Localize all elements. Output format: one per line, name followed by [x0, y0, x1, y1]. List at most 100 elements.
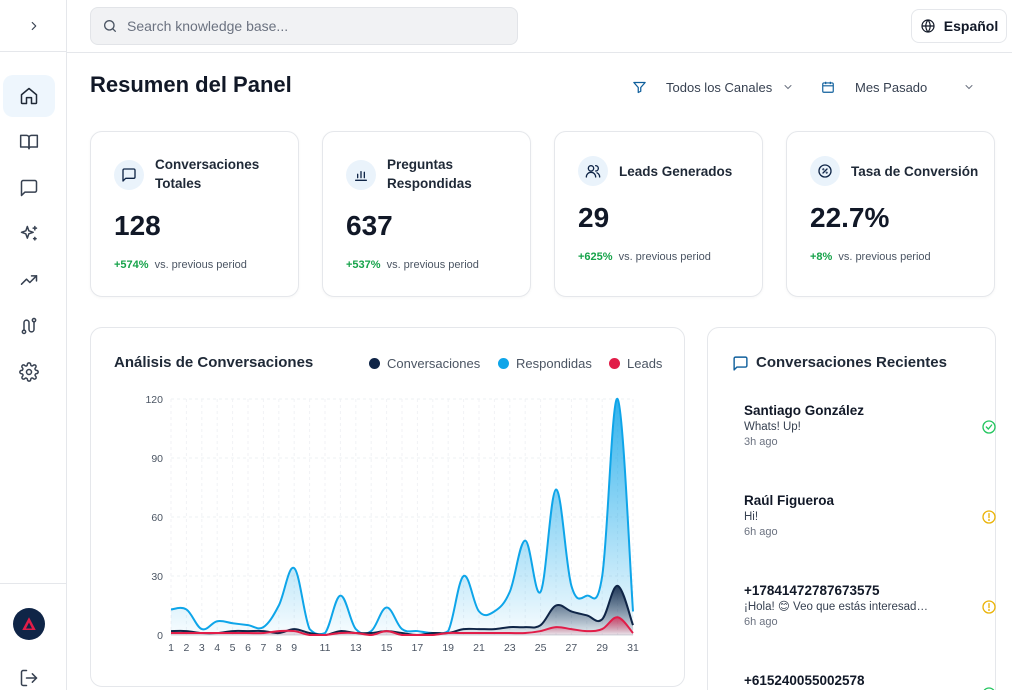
alert-circle-icon	[982, 510, 996, 524]
route-icon	[21, 317, 37, 335]
recent-title: Conversaciones Recientes	[756, 354, 947, 371]
bar-chart-icon	[355, 171, 367, 181]
stat-change-suffix: vs. previous period	[838, 251, 931, 263]
series-leads-line	[171, 616, 634, 637]
sidebar-item-analytics[interactable]	[3, 259, 55, 301]
stat-label: Tasa de Conversión	[851, 164, 979, 179]
legend-item-leads: Leads	[609, 356, 662, 371]
period-filter-label: Mes Pasado	[855, 79, 928, 95]
gear-icon	[19, 362, 39, 382]
stat-card-conversations: Conversaciones Totales 128 +574% vs. prev…	[90, 131, 299, 297]
sidebar-item-flows[interactable]	[3, 305, 55, 347]
x-tick-label: 7	[260, 642, 266, 654]
conversation-item[interactable]: Raúl Figueroa Hi! 6h ago	[744, 492, 996, 540]
page-title: Resumen del Panel	[90, 72, 292, 97]
period-filter[interactable]: Mes Pasado	[821, 76, 975, 98]
x-tick-label: 5	[230, 642, 236, 654]
stat-icon-wrap	[346, 160, 376, 190]
logout-icon	[20, 669, 38, 687]
calendar-icon	[822, 81, 834, 93]
legend-dot	[369, 358, 380, 369]
check-circle-icon	[983, 687, 995, 690]
x-tick-label: 29	[596, 642, 608, 654]
legend-label: Respondidas	[516, 356, 592, 371]
language-button[interactable]: Español	[911, 9, 1007, 43]
chat-icon	[122, 168, 136, 182]
x-tick-label: 4	[214, 642, 220, 654]
conversation-time: 3h ago	[744, 436, 778, 448]
y-tick-label: 60	[151, 512, 163, 524]
stat-change-percent: +8%	[810, 251, 833, 263]
chart-title: Análisis de Conversaciones	[114, 354, 314, 371]
stat-change-percent: +625%	[578, 251, 613, 263]
y-tick-label: 0	[157, 630, 163, 642]
series-conversaciones-line	[170, 584, 634, 637]
x-tick-label: 15	[381, 642, 393, 654]
stat-change-percent: +574%	[114, 259, 149, 271]
x-tick-label: 23	[504, 642, 516, 654]
y-tick-label: 90	[151, 453, 163, 465]
users-icon	[585, 165, 601, 178]
book-icon	[19, 134, 39, 150]
stat-change: +574% vs. previous period	[114, 259, 247, 271]
sidebar	[0, 0, 67, 690]
conversation-item[interactable]: +615240055002578	[744, 672, 995, 690]
conversation-item[interactable]: Santiago González Whats! Up! 3h ago	[744, 402, 996, 450]
alert-circle-icon	[982, 600, 996, 614]
channel-filter[interactable]: Todos los Canales	[632, 76, 794, 98]
x-tick-label: 21	[473, 642, 485, 654]
conversation-item[interactable]: +17841472787673575 ¡Hola! 😊 Veo que está…	[744, 582, 996, 630]
sidebar-toggle-button[interactable]	[0, 0, 67, 52]
filter-icon	[633, 81, 646, 93]
x-tick-label: 11	[320, 642, 331, 654]
search-bar[interactable]	[90, 7, 518, 45]
chevron-down-icon	[965, 85, 973, 90]
conversation-analysis-card: Análisis de Conversaciones Conversacione…	[90, 327, 685, 687]
y-tick-label: 120	[145, 394, 163, 406]
conversation-time: 6h ago	[744, 616, 778, 628]
sidebar-item-conversations[interactable]	[3, 167, 55, 209]
conversation-name: +17841472787673575	[744, 583, 880, 598]
chevron-down-icon	[784, 85, 792, 90]
stat-change: +625% vs. previous period	[578, 251, 711, 263]
legend-label: Conversaciones	[387, 356, 481, 371]
x-tick-label: 6	[245, 642, 251, 654]
legend-item-answered: Respondidas	[498, 356, 592, 371]
recent-conversations-card: Conversaciones Recientes Santiago Gonzál…	[707, 327, 996, 690]
stat-change-suffix: vs. previous period	[154, 259, 247, 271]
sidebar-item-ai[interactable]	[3, 213, 55, 255]
brand-logo-icon	[22, 617, 36, 630]
check-circle-icon	[982, 420, 996, 434]
stat-change-suffix: vs. previous period	[618, 251, 711, 263]
sparkles-icon	[20, 225, 38, 241]
legend-label: Leads	[627, 356, 663, 371]
x-tick-label: 19	[442, 642, 454, 654]
chat-icon	[733, 356, 748, 371]
stat-change: +8% vs. previous period	[810, 251, 931, 263]
trending-icon	[20, 275, 38, 285]
sidebar-item-settings[interactable]	[3, 351, 55, 393]
stat-card-answered: Preguntas Respondidas 637 +537% vs. previ…	[322, 131, 531, 297]
logout-button[interactable]	[19, 668, 39, 690]
home-icon	[20, 87, 38, 105]
sidebar-item-knowledge[interactable]	[3, 121, 55, 163]
x-tick-label: 17	[412, 642, 424, 654]
legend-dot	[609, 358, 620, 369]
sidebar-item-home[interactable]	[3, 75, 55, 117]
stat-change-suffix: vs. previous period	[386, 259, 479, 271]
channel-filter-label: Todos los Canales	[666, 79, 773, 95]
stat-value: 29	[578, 202, 610, 233]
x-tick-label: 8	[276, 642, 282, 654]
avatar[interactable]	[13, 608, 45, 640]
search-input[interactable]	[127, 18, 507, 34]
x-tick-label: 2	[183, 642, 189, 654]
conversation-time: 6h ago	[744, 526, 778, 538]
x-tick-label: 27	[566, 642, 578, 654]
stat-value: 128	[114, 210, 161, 241]
series-respondidas-area	[171, 398, 633, 635]
stat-label: Conversaciones Totales	[155, 157, 260, 191]
conversation-name: Santiago González	[744, 403, 865, 418]
conversation-name: Raúl Figueroa	[744, 493, 835, 508]
